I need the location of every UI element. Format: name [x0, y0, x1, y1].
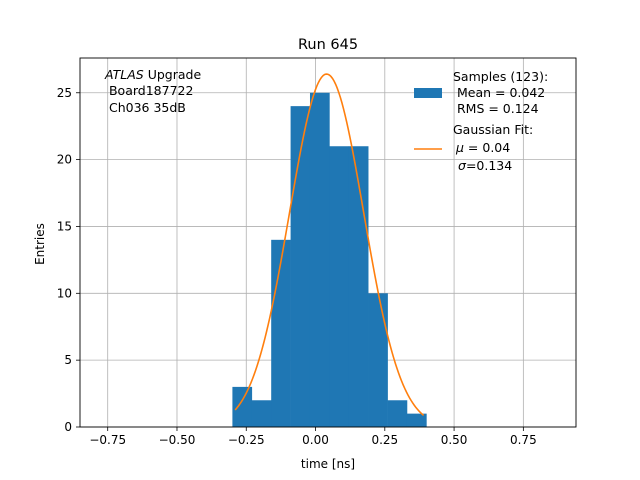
histogram-bars: [232, 92, 427, 428]
gaussian-fit-curve: [234, 73, 425, 416]
legend-fit-title: Gaussian Fit:: [453, 122, 533, 137]
legend: Samples (123): Mean = 0.042 RMS = 0.124 …: [414, 69, 548, 173]
annotation-channel: Ch036 35dB: [105, 100, 186, 115]
plot-area: [79, 57, 577, 428]
x-tick-label: −0.25: [228, 433, 265, 447]
annotation-board: Board187722: [105, 83, 193, 98]
legend-sigma-symbol: σ: [458, 158, 467, 173]
y-tick-label: 15: [57, 219, 72, 233]
histogram-bar: [271, 239, 291, 427]
x-tick-label: 0.00: [302, 433, 329, 447]
y-axis-label: Entries: [33, 223, 47, 265]
legend-sigma-value: =0.134: [466, 158, 512, 173]
annotation-atlas: ATLAS: [104, 67, 144, 82]
x-tick-label: −0.75: [89, 433, 126, 447]
histogram-bar: [232, 386, 253, 427]
y-tick-label: 5: [64, 353, 72, 367]
y-tick-label: 20: [57, 153, 72, 167]
histogram-bar: [251, 400, 272, 427]
chart-title: Run 645: [298, 37, 358, 53]
x-tick-label: 0.25: [371, 433, 398, 447]
legend-fit-sigma: σ=0.134: [458, 158, 512, 173]
x-tick-label: 0.75: [510, 433, 537, 447]
x-axis-label: time [ns]: [301, 457, 355, 471]
legend-samples-rms: RMS = 0.124: [453, 101, 539, 116]
histogram-bar: [309, 92, 330, 428]
legend-samples-mean: Mean = 0.042: [453, 85, 545, 100]
legend-histogram-swatch: [414, 88, 442, 98]
histogram-bar: [329, 146, 350, 427]
histogram-bar: [387, 400, 408, 427]
y-axis-ticks: 0 5 10 15 20 25: [57, 86, 80, 434]
y-tick-label: 10: [57, 286, 72, 300]
y-tick-label: 25: [57, 86, 72, 100]
x-tick-label: −0.50: [159, 433, 196, 447]
histogram-bar: [406, 413, 427, 427]
histogram-bar: [368, 293, 388, 427]
y-tick-label: 0: [64, 420, 72, 434]
annotation-upgrade: Upgrade: [144, 67, 202, 82]
x-tick-label: 0.50: [441, 433, 468, 447]
histogram-bar: [348, 146, 369, 427]
legend-mu-symbol: μ: [455, 140, 464, 155]
axes-frame: [79, 57, 577, 428]
annotation-line-1: ATLAS Upgrade: [104, 67, 201, 82]
histogram-bar: [290, 106, 311, 427]
legend-mu-value: = 0.04: [464, 140, 510, 155]
legend-samples-title: Samples (123):: [453, 69, 548, 84]
legend-fit-mu: μ = 0.04: [455, 140, 510, 155]
x-axis-ticks: −0.75 −0.50 −0.25 0.00 0.25 0.50 0.75: [89, 427, 537, 447]
atlas-annotation: ATLAS Upgrade Board187722 Ch036 35dB: [104, 67, 201, 115]
